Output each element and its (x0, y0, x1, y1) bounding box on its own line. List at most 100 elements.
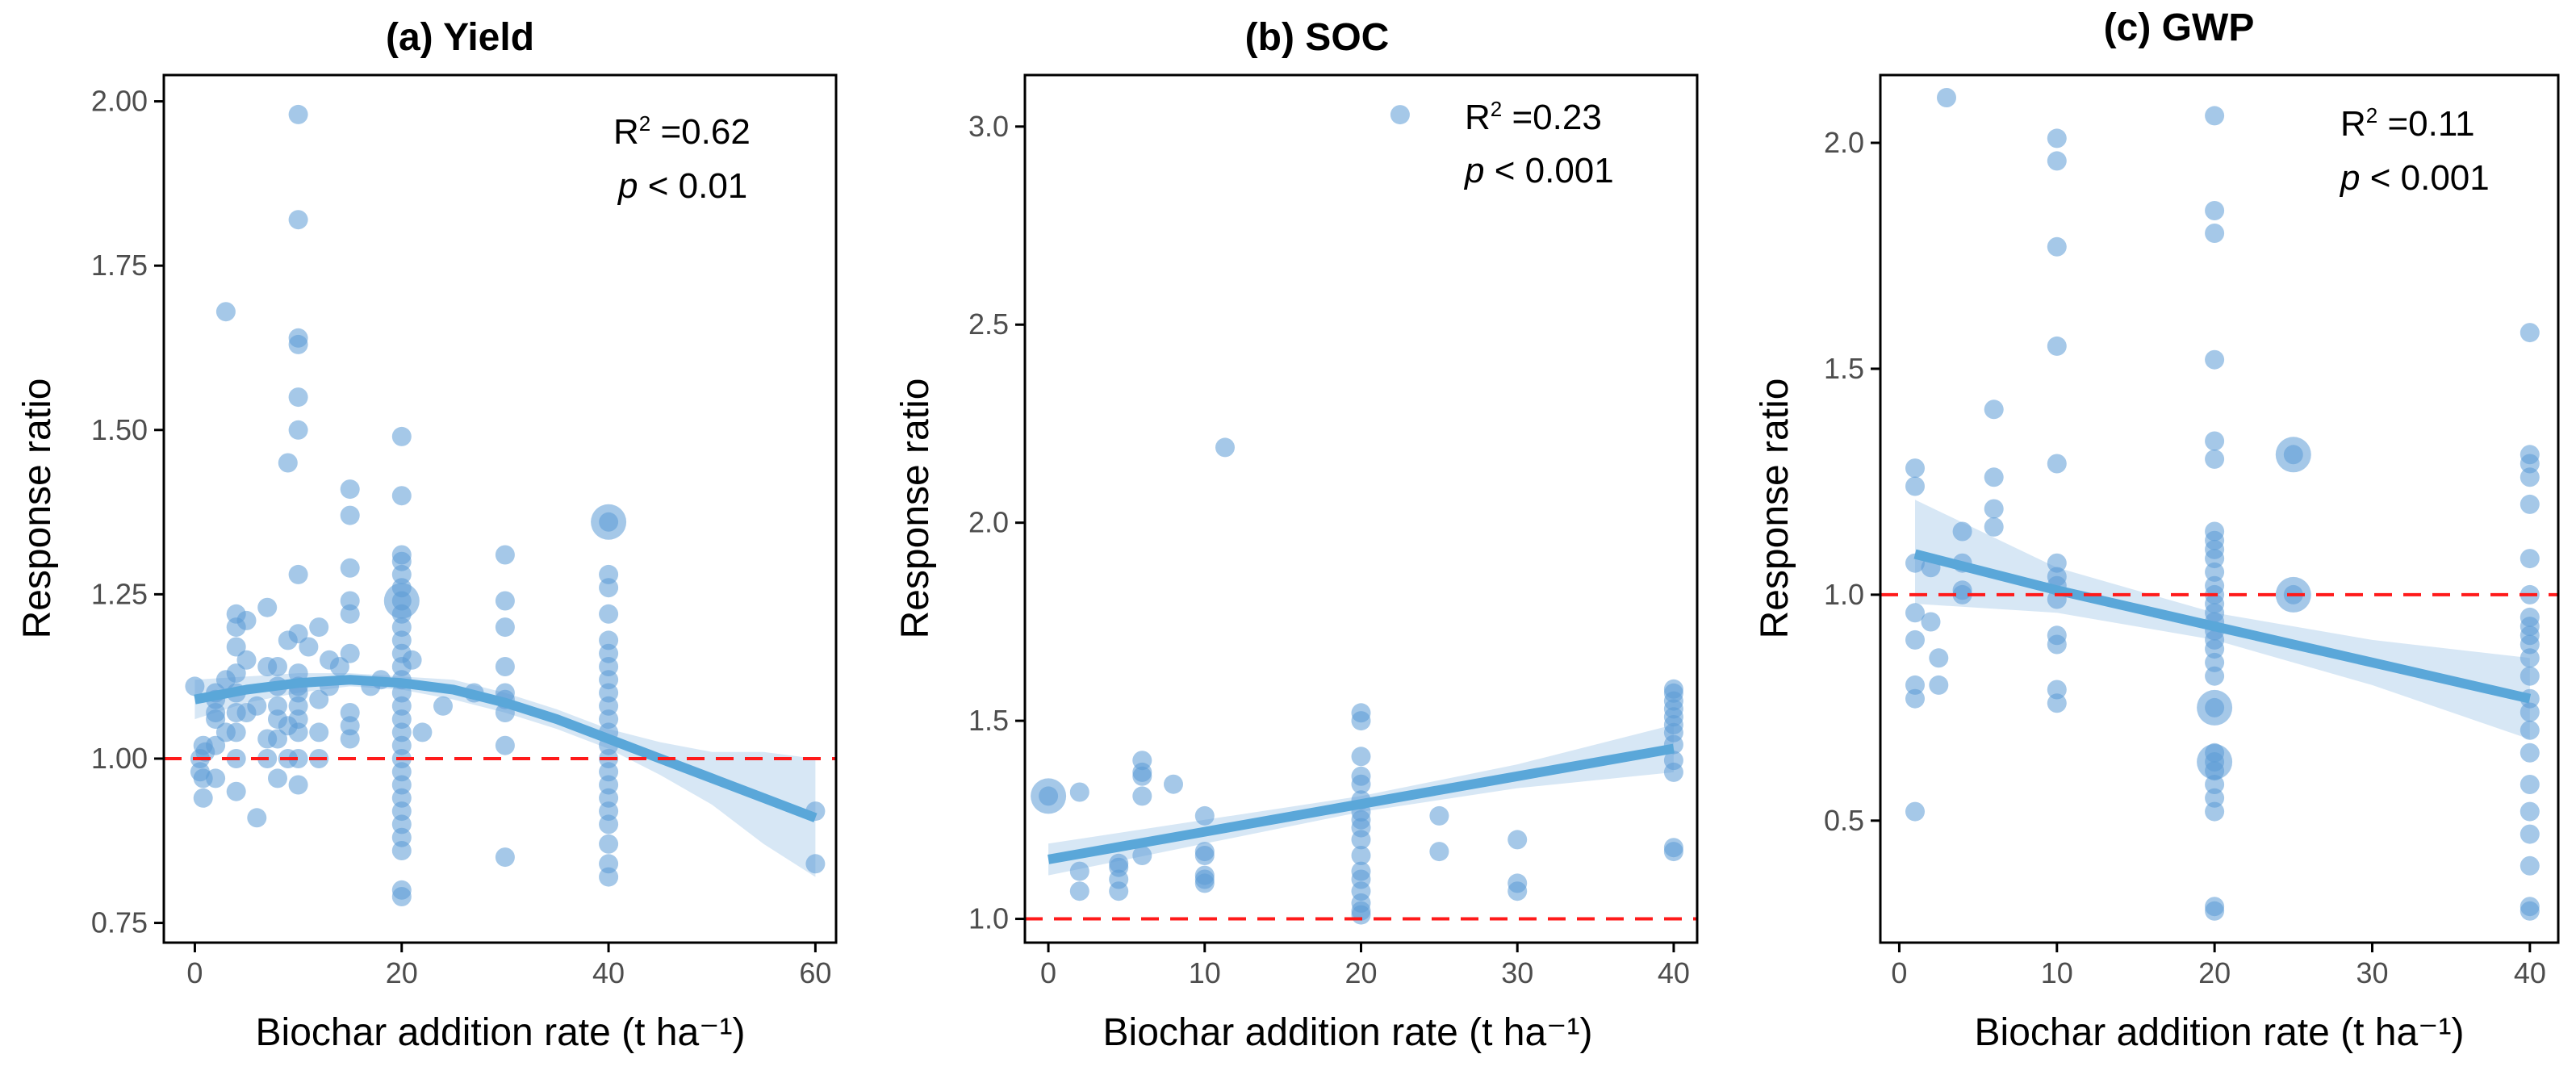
y-tick-label: 1.75 (91, 249, 148, 282)
y-tick-label: 1.00 (91, 742, 148, 775)
x-tick-label: 20 (2198, 956, 2231, 989)
y-tick-label: 2.00 (91, 85, 148, 118)
data-point (2520, 855, 2540, 876)
data-point (2205, 431, 2225, 451)
x-tick-label: 40 (592, 956, 625, 989)
data-point (299, 637, 319, 657)
data-point (288, 624, 308, 644)
panel-b-fit-line (1048, 743, 1675, 864)
data-point (288, 775, 308, 795)
panel-b-points (1031, 105, 1683, 925)
y-tick-label: 2.5 (968, 307, 1009, 341)
data-point-large (591, 504, 627, 540)
data-point (2520, 720, 2540, 740)
data-point (288, 104, 308, 124)
data-point (1351, 747, 1371, 767)
data-point (2520, 494, 2540, 514)
data-point (1929, 675, 1949, 695)
data-point (288, 722, 308, 742)
data-point (206, 709, 226, 730)
data-point (1351, 905, 1371, 925)
data-point (2205, 349, 2225, 370)
data-point (1351, 846, 1371, 865)
data-point (288, 749, 308, 768)
x-tick-label: 40 (1658, 956, 1690, 989)
y-tick-label: 1.5 (1824, 352, 1864, 385)
data-point (1508, 830, 1528, 850)
data-point (1905, 630, 1925, 650)
data-point (206, 768, 226, 788)
data-point (340, 505, 360, 525)
data-point (268, 729, 287, 749)
data-point (1905, 476, 1925, 496)
panel-b-r2: R2 =0.23 (1465, 97, 1602, 137)
data-point (193, 788, 213, 808)
data-point (2520, 801, 2540, 822)
panel-a-yticks: 0.75 1.00 1.25 1.50 1.75 2.00 (91, 85, 164, 939)
data-point (340, 643, 360, 663)
panel-c-frame (1879, 73, 2560, 944)
data-point (1937, 88, 1956, 107)
data-point (2520, 666, 2540, 686)
x-tick-label: 0 (1040, 956, 1056, 989)
panel-c-fit (1913, 549, 2532, 704)
y-tick-label: 2.0 (1824, 126, 1864, 159)
data-point (1194, 805, 1215, 826)
data-point (1984, 399, 2004, 420)
data-point (1132, 786, 1152, 806)
panel-a-p: p < 0.01 (617, 166, 747, 206)
data-point (495, 657, 515, 676)
data-point (1905, 458, 1925, 479)
data-point (1984, 499, 2004, 519)
data-point (309, 722, 329, 742)
panel-b-fit (1048, 743, 1675, 864)
data-point (599, 867, 619, 887)
panel-c-title: (c) GWP (2104, 6, 2255, 49)
data-point (2047, 151, 2067, 171)
data-point (391, 426, 412, 446)
data-point (1069, 861, 1089, 881)
data-point-large (383, 583, 420, 619)
data-point (1132, 846, 1152, 865)
data-point (2520, 742, 2540, 763)
x-tick-label: 10 (1189, 956, 1221, 989)
data-point (1069, 881, 1089, 901)
data-point (1905, 603, 1925, 623)
data-point (2520, 648, 2540, 668)
data-point (247, 696, 267, 716)
data-point (340, 729, 360, 749)
data-point (288, 210, 308, 230)
data-point (1164, 774, 1183, 794)
data-point (599, 834, 619, 854)
y-tick-label: 1.5 (968, 704, 1009, 737)
data-point (412, 722, 433, 742)
data-point (1984, 467, 2004, 487)
panel-a: (a) Yield 0 20 40 60 0.75 1.00 1.25 1.50 1.75 2.… (16, 16, 838, 1054)
data-point (1429, 842, 1449, 862)
data-point (2520, 901, 2540, 921)
data-point (2047, 128, 2067, 148)
data-point (1351, 711, 1371, 731)
data-point (1905, 675, 1925, 695)
data-point (2520, 549, 2540, 569)
panel-a-xlabel: Biochar addition rate (t ha⁻¹) (256, 1011, 746, 1054)
data-point (599, 814, 619, 834)
data-point (309, 689, 329, 709)
data-point (1194, 846, 1215, 865)
data-point (2205, 666, 2225, 686)
data-point (2205, 562, 2225, 582)
data-point (433, 696, 453, 716)
data-point (402, 650, 422, 670)
data-point (1508, 881, 1528, 901)
panel-c-xlabel: Biochar addition rate (t ha⁻¹) (1975, 1011, 2465, 1054)
x-tick-label: 20 (1344, 956, 1377, 989)
panel-b-p: p < 0.001 (1463, 151, 1614, 190)
data-point (2205, 549, 2225, 569)
x-tick-label: 20 (386, 956, 418, 989)
data-point (599, 578, 619, 598)
x-tick-label: 60 (799, 956, 831, 989)
data-point-large (2197, 689, 2233, 726)
data-point (391, 486, 412, 506)
panel-a-xticks: 0 20 40 60 (186, 943, 831, 989)
data-point (2520, 323, 2540, 343)
